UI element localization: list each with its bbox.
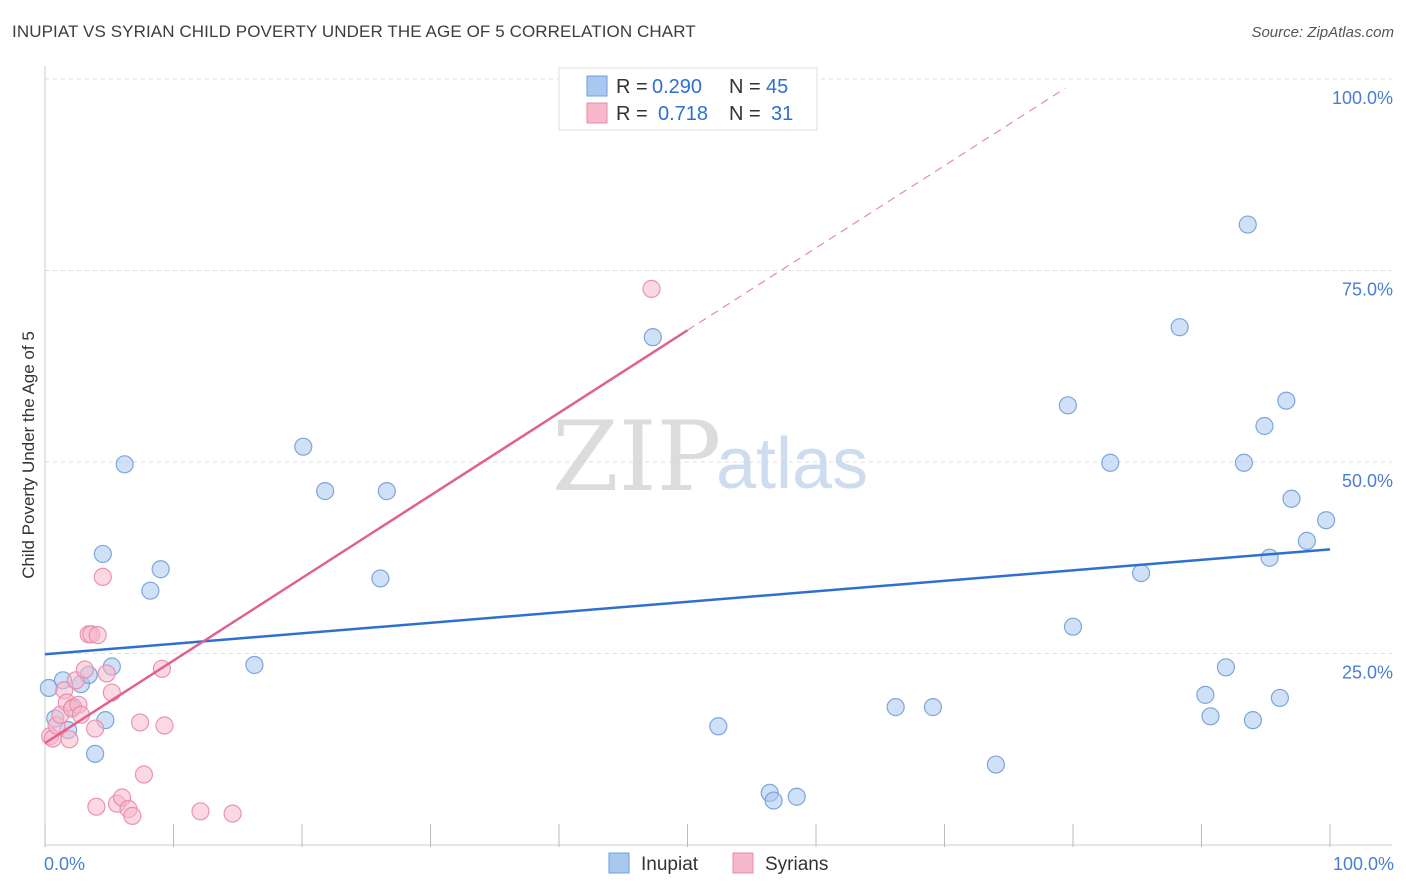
syrians-point	[60, 730, 79, 749]
series-syrians	[41, 279, 661, 825]
legend-r-label-syrians: R =	[616, 103, 648, 125]
legend-n-label-syrians: N =	[729, 103, 761, 125]
syrians-point	[93, 567, 112, 587]
inupiat-point	[141, 581, 160, 600]
inupiat-point	[245, 655, 264, 675]
inupiat-point	[316, 482, 335, 501]
syrians-point	[102, 683, 121, 702]
legend-r-label-inupiat: R =	[616, 76, 648, 98]
x-tick-label-max: 100.0%	[1333, 854, 1394, 874]
axes	[44, 66, 1392, 847]
y-tick-label: 25.0%	[1342, 663, 1393, 683]
inupiat-point	[151, 560, 170, 579]
bottom-legend-swatch-inupiat	[608, 852, 630, 874]
syrians-trendline-extension	[687, 87, 1066, 331]
inupiat-point	[709, 717, 728, 736]
inupiat-point	[371, 569, 390, 588]
legend-n-value-inupiat: 45	[766, 76, 788, 98]
syrians-point	[130, 713, 150, 732]
watermark: ZIP atlas	[552, 401, 868, 513]
syrians-point	[642, 279, 661, 298]
syrians-point	[191, 802, 210, 821]
legend-swatch-syrians	[586, 102, 608, 124]
inupiat-point	[1132, 563, 1151, 583]
inupiat-point	[1238, 215, 1257, 234]
chart-title: INUPIAT VS SYRIAN CHILD POVERTY UNDER TH…	[12, 22, 696, 41]
inupiat-point	[1058, 396, 1077, 415]
inupiat-point	[294, 437, 313, 456]
watermark-zip: ZIP	[552, 401, 721, 513]
syrians-point	[155, 716, 174, 735]
syrians-point	[223, 804, 242, 823]
inupiat-point	[1255, 416, 1274, 436]
inupiat-point	[643, 328, 662, 347]
y-tick-labels: 25.0% 50.0% 75.0% 100.0%	[1332, 88, 1393, 683]
x-tick-label-min: 0.0%	[44, 854, 85, 874]
inupiat-point	[1170, 318, 1189, 337]
inupiat-point	[1101, 453, 1120, 472]
inupiat-point	[1063, 617, 1083, 636]
inupiat-point	[764, 791, 783, 810]
syrians-point	[87, 797, 106, 816]
inupiat-point	[1260, 548, 1279, 567]
inupiat-point	[1277, 391, 1296, 410]
syrians-point	[75, 660, 94, 679]
bottom-legend-label-syrians: Syrians	[765, 854, 828, 875]
legend-n-value-syrians: 31	[771, 103, 793, 125]
bottom-legend-swatch-syrians	[732, 852, 754, 874]
inupiat-point	[1270, 688, 1289, 708]
legend-n-label-inupiat: N =	[729, 76, 761, 98]
y-tick-label: 100.0%	[1332, 88, 1393, 108]
inupiat-point	[886, 698, 905, 717]
syrians-trendline	[44, 329, 689, 745]
inupiat-point	[1216, 658, 1236, 677]
inupiat-point	[1243, 711, 1263, 730]
y-tick-label: 75.0%	[1342, 280, 1393, 300]
syrians-point	[97, 664, 116, 683]
stats-legend: R = 0.290 N = 45 R = 0.718 N = 31	[558, 67, 818, 131]
inupiat-point	[86, 744, 105, 763]
inupiat-point	[115, 455, 134, 474]
syrians-point	[134, 765, 154, 784]
series-legend: Inupiat Syrians	[608, 852, 828, 875]
inupiat-point	[377, 482, 396, 501]
inupiat-point	[1196, 685, 1215, 704]
inupiat-point	[923, 698, 943, 717]
inupiat-point	[1201, 707, 1220, 726]
gridlines	[45, 78, 1392, 654]
inupiat-point	[1234, 453, 1254, 472]
source-label: Source: ZipAtlas.com	[1251, 24, 1394, 41]
legend-r-value-inupiat: 0.290	[652, 76, 702, 98]
watermark-atlas: atlas	[716, 424, 868, 504]
inupiat-point	[1317, 511, 1336, 530]
inupiat-point	[93, 544, 112, 564]
legend-swatch-inupiat	[586, 75, 608, 97]
inupiat-point	[787, 787, 806, 806]
inupiat-point	[1297, 531, 1316, 550]
syrians-point	[123, 806, 142, 825]
y-tick-label: 50.0%	[1342, 471, 1393, 491]
y-axis-label: Child Poverty Under the Age of 5	[19, 331, 38, 579]
legend-r-value-syrians: 0.718	[658, 103, 708, 125]
syrians-point	[88, 626, 107, 645]
inupiat-point	[1282, 489, 1301, 508]
syrians-point	[86, 719, 105, 738]
trendlines	[44, 87, 1331, 745]
bottom-legend-label-inupiat: Inupiat	[641, 854, 699, 875]
series-inupiat	[39, 215, 1336, 810]
inupiat-trendline	[44, 548, 1331, 656]
inupiat-point	[986, 755, 1006, 774]
